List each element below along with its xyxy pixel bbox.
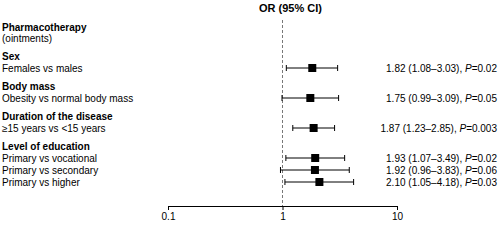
tick-mark	[397, 206, 398, 210]
group-header: Level of education	[2, 141, 90, 152]
ci-cap	[280, 167, 281, 173]
row-label: Obesity vs normal body mass	[2, 93, 133, 104]
point-estimate	[311, 154, 319, 162]
group-subtitle: (ointments)	[2, 33, 52, 44]
group-header: Pharmacotherapy	[2, 22, 87, 33]
reference-line	[282, 20, 283, 206]
tick: 10	[392, 206, 404, 222]
x-axis: 0.1 1 10	[162, 206, 404, 222]
ci-cap	[353, 179, 354, 185]
row-label: Primary vs secondary	[2, 165, 98, 176]
tick-mark	[283, 206, 284, 210]
tick-label: 1	[280, 211, 286, 222]
row-label: Primary vs higher	[2, 177, 80, 188]
point-estimate	[306, 94, 314, 102]
point-estimate	[308, 64, 316, 72]
group-header: Body mass	[2, 81, 56, 92]
ci-cap	[344, 155, 345, 161]
row-label: ≥15 years vs <15 years	[2, 123, 106, 134]
ci-cap	[286, 65, 287, 71]
tick: 0.1	[162, 206, 176, 222]
estimate-label: 1.93 (1.07–3.49), P=0.02	[386, 153, 497, 164]
tick-mark	[168, 206, 169, 210]
marks	[280, 64, 353, 186]
row-label: Females vs males	[2, 63, 83, 74]
group-header: Sex	[2, 51, 20, 62]
point-estimate	[310, 124, 318, 132]
tick: 1	[280, 206, 286, 222]
point-estimate	[315, 178, 323, 186]
labels: Pharmacotherapy(ointments) SexFemales vs …	[2, 22, 497, 188]
ci-cap	[334, 125, 335, 131]
tick-label: 0.1	[162, 211, 176, 222]
group-header: Duration of the disease	[2, 111, 113, 122]
estimate-label: 2.10 (1.05–4.18), P=0.03	[386, 177, 497, 188]
row-label: Primary vs vocational	[2, 153, 97, 164]
ci-cap	[284, 179, 285, 185]
estimate-label: 1.82 (1.08–3.03), P=0.02	[386, 63, 497, 74]
axis-line	[169, 207, 398, 211]
chart: OR (95% CI) 0.1 1 10 Pharmacotherapy(ointmen…	[0, 0, 500, 234]
ci-cap	[349, 167, 350, 173]
ci-cap	[337, 65, 338, 71]
ci-cap	[338, 95, 339, 101]
ci-cap	[285, 155, 286, 161]
title: OR (95% CI)	[259, 2, 322, 14]
ci-cap	[282, 95, 283, 101]
estimate-label: 1.87 (1.23–2.85), P=0.003	[381, 123, 498, 134]
ci-cap	[292, 125, 293, 131]
estimate-label: 1.75 (0.99–3.09), P=0.05	[386, 93, 497, 104]
estimate-label: 1.92 (0.96–3.83), P=0.06	[386, 165, 497, 176]
tick-label: 10	[392, 211, 404, 222]
point-estimate	[311, 166, 319, 174]
